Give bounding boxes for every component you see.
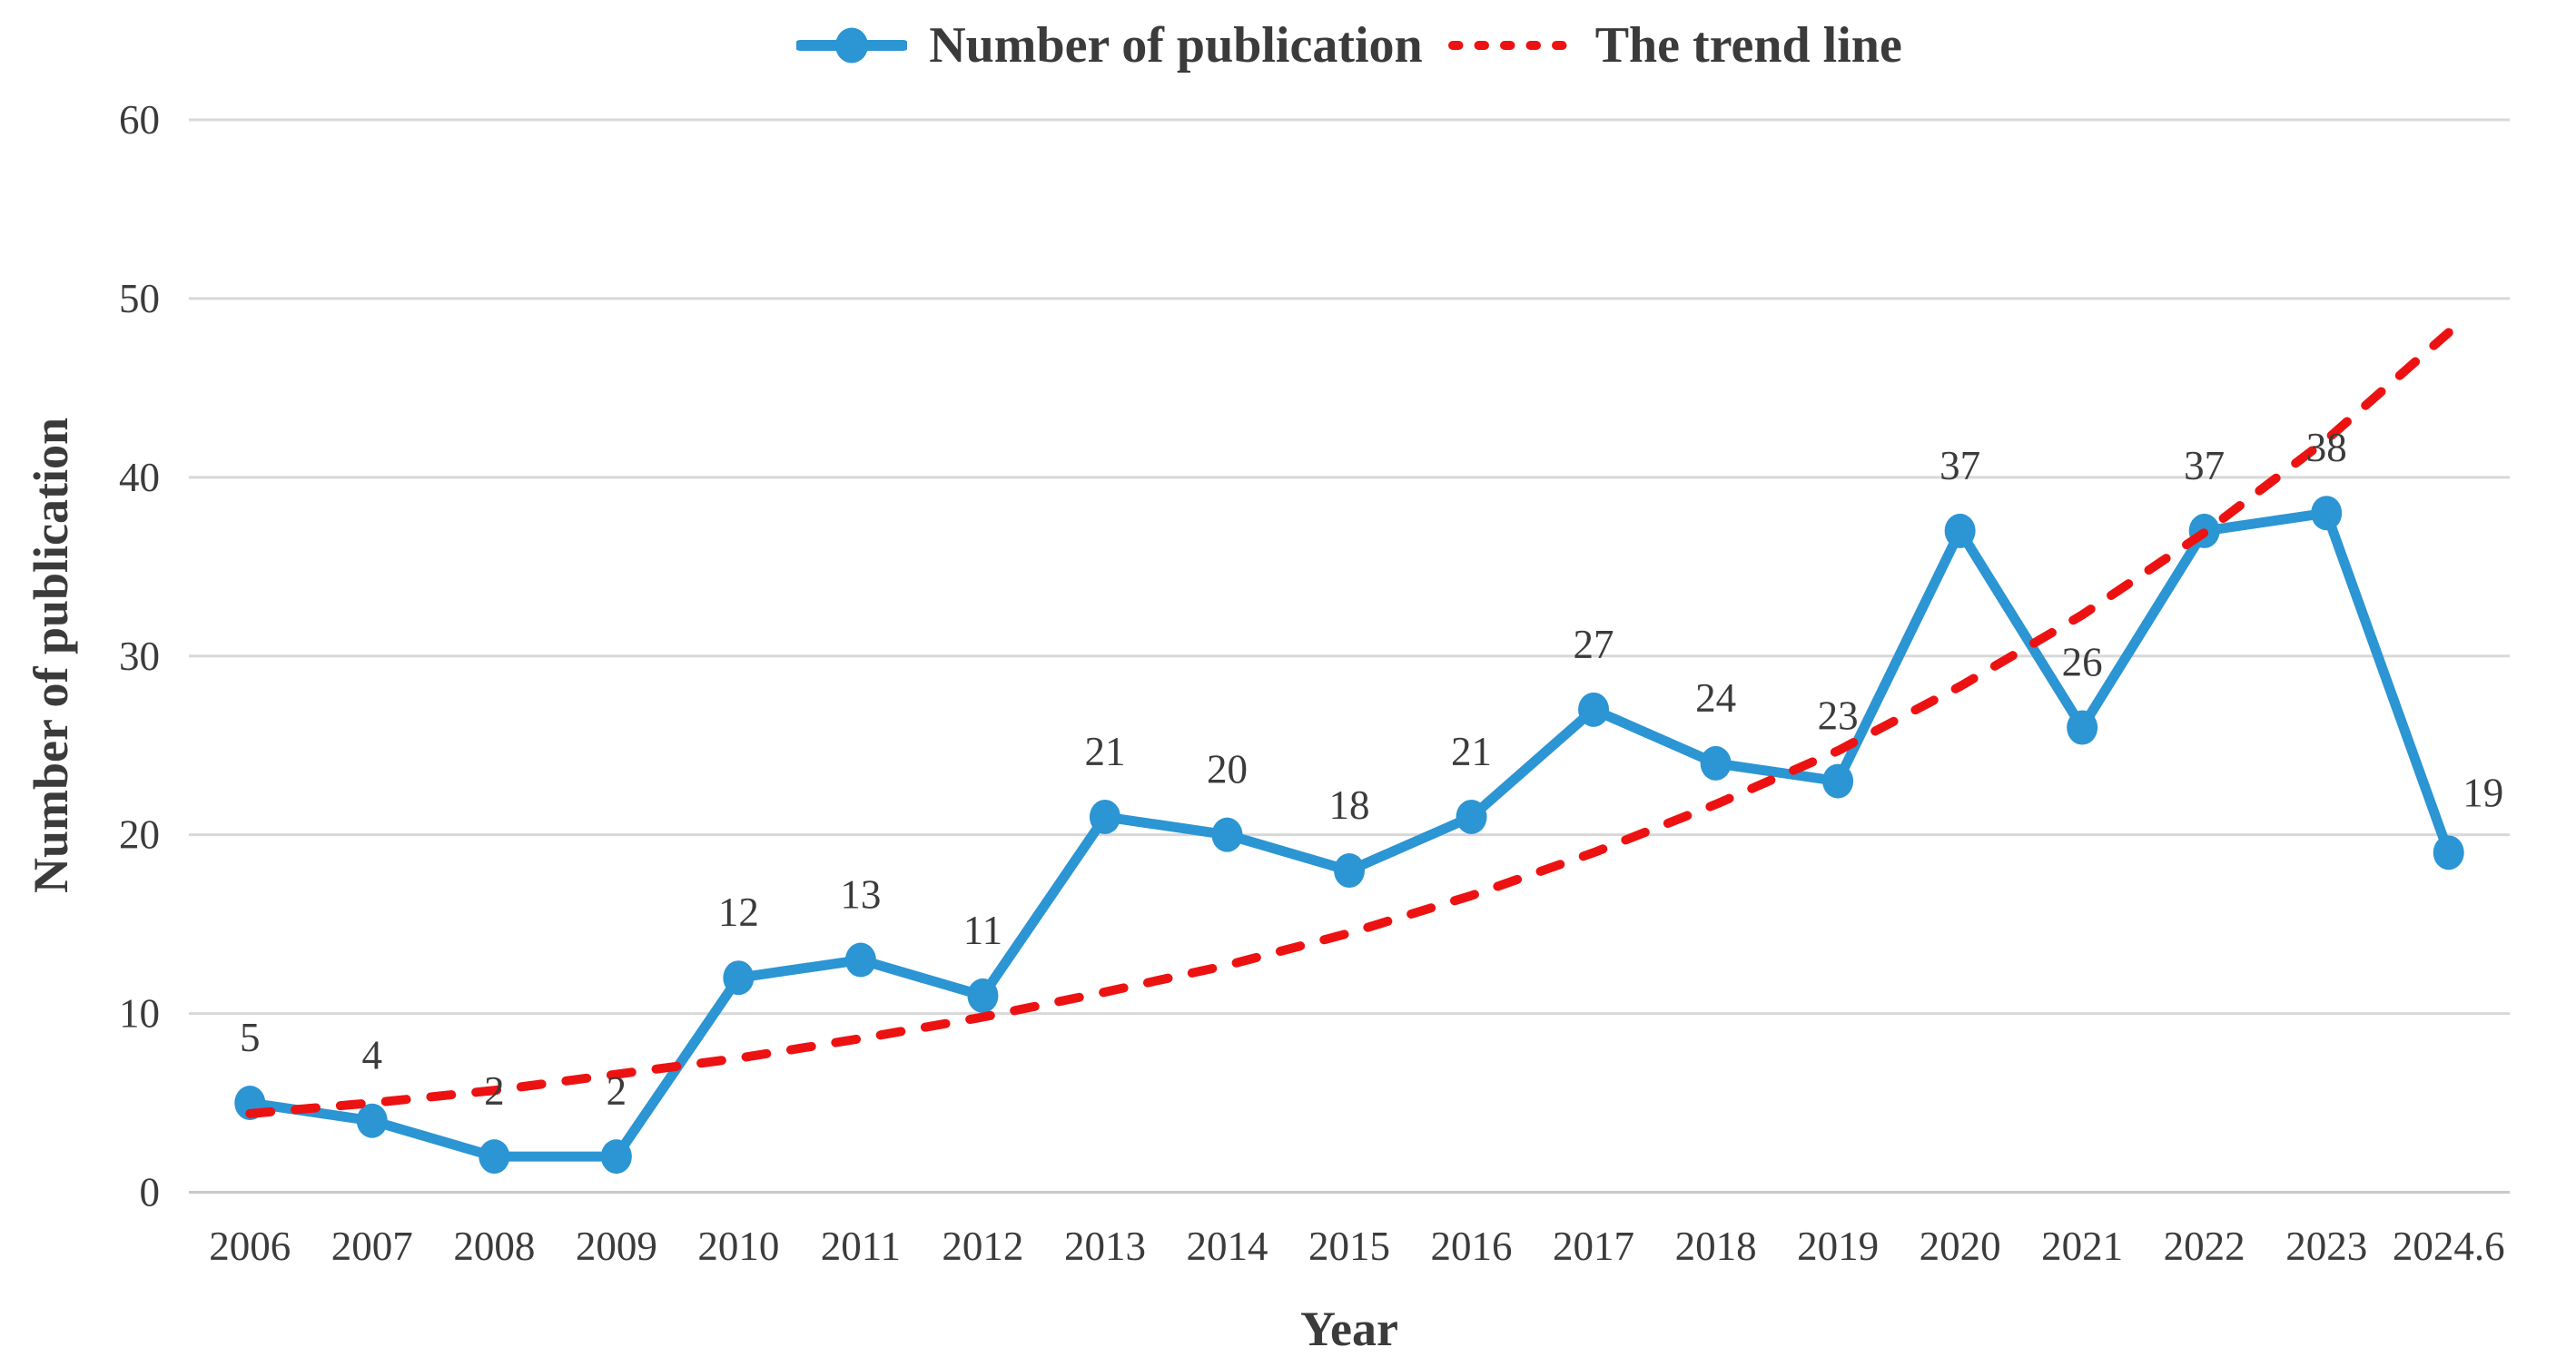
legend-label-publications: Number of publication (929, 17, 1423, 74)
data-point-marker (967, 978, 999, 1013)
y-tick-label: 20 (119, 812, 160, 858)
data-point-label: 2 (607, 1068, 627, 1114)
x-tick-label: 2023 (2285, 1224, 2367, 1269)
x-tick-label: 2021 (2041, 1224, 2123, 1269)
data-point-marker (2067, 710, 2098, 745)
data-point-label: 5 (240, 1015, 261, 1060)
data-point-label: 12 (718, 890, 759, 935)
data-point-label: 2 (484, 1068, 505, 1114)
data-point-label: 26 (2062, 640, 2103, 685)
y-tick-label: 0 (140, 1170, 161, 1215)
data-point-marker (1089, 799, 1120, 834)
data-point-marker (600, 1139, 632, 1175)
x-tick-label: 2014 (1186, 1224, 1268, 1269)
data-point-label: 13 (840, 872, 881, 918)
legend-label-trend: The trend line (1594, 17, 1902, 74)
legend-item-publications: Number of publication (796, 11, 1423, 80)
legend: Number of publication The trend line (189, 5, 2510, 85)
y-tick-label: 10 (119, 991, 160, 1037)
y-tick-label: 50 (119, 276, 160, 321)
legend-item-trend: The trend line (1446, 11, 1902, 80)
data-point-marker (1334, 853, 1365, 889)
data-point-marker (844, 942, 876, 978)
legend-dashed-line-icon (1447, 41, 1574, 50)
y-tick-label: 30 (119, 634, 160, 679)
data-point-marker (1456, 799, 1487, 834)
x-tick-label: 2017 (1553, 1224, 1634, 1269)
data-point-marker (479, 1139, 510, 1175)
data-point-label: 37 (2184, 443, 2225, 488)
x-tick-label: 2022 (2164, 1224, 2245, 1269)
x-tick-label: 2019 (1797, 1224, 1879, 1269)
data-point-label: 23 (1818, 693, 1859, 739)
data-point-marker (356, 1103, 388, 1138)
x-tick-label: 2020 (1920, 1224, 2001, 1269)
x-tick-label: 2013 (1064, 1224, 1146, 1269)
data-point-label: 21 (1451, 729, 1492, 774)
data-point-label: 11 (963, 908, 1002, 953)
x-axis-title: Year (1300, 1302, 1398, 1356)
x-tick-label: 2006 (209, 1224, 291, 1269)
y-tick-label: 40 (119, 455, 160, 500)
x-tick-label: 2015 (1308, 1224, 1390, 1269)
data-point-marker (2433, 835, 2464, 870)
x-tick-label: 2011 (821, 1224, 901, 1269)
data-point-label: 18 (1329, 782, 1370, 828)
x-tick-label: 2010 (697, 1224, 779, 1269)
data-point-marker (1211, 817, 1243, 852)
data-point-marker (1944, 513, 1976, 548)
x-tick-label: 2024.6 (2393, 1224, 2505, 1269)
y-tick-label: 60 (119, 97, 160, 143)
data-point-marker (2311, 496, 2343, 531)
legend-line-marker-icon (796, 27, 908, 64)
data-point-label: 21 (1084, 729, 1125, 774)
x-tick-label: 2007 (331, 1224, 413, 1269)
data-point-marker (1700, 745, 1732, 781)
data-point-marker (1578, 692, 1610, 727)
trend-line (245, 328, 2453, 1118)
data-point-label: 20 (1207, 747, 1248, 792)
data-point-label: 37 (1939, 443, 1980, 488)
data-point-marker (1822, 763, 1854, 799)
data-point-label: 27 (1574, 622, 1614, 667)
data-point-label: 4 (362, 1033, 383, 1078)
x-tick-label: 2009 (576, 1224, 657, 1269)
data-point-label: 19 (2462, 770, 2503, 815)
data-point-marker (723, 960, 755, 996)
x-tick-label: 2008 (453, 1224, 535, 1269)
x-tick-label: 2018 (1675, 1224, 1757, 1269)
data-point-label: 38 (2306, 425, 2347, 470)
x-tick-label: 2012 (942, 1224, 1023, 1269)
data-point-label: 24 (1695, 675, 1736, 721)
x-tick-label: 2016 (1431, 1224, 1513, 1269)
